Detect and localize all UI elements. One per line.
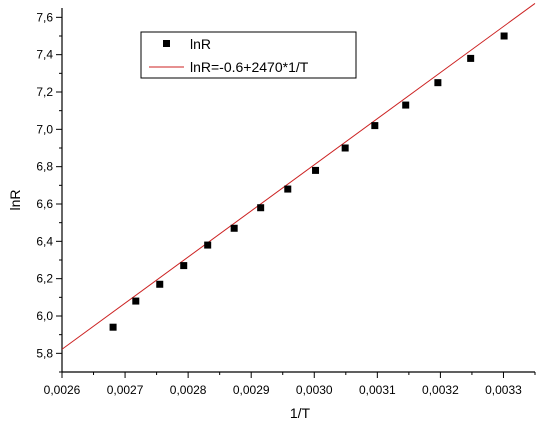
y-tick-label: 6,0 xyxy=(36,309,53,323)
points-layer xyxy=(109,32,508,331)
legend-marker-square xyxy=(163,40,170,47)
y-tick-label: 5,8 xyxy=(36,346,53,360)
x-tick-label: 0,0031 xyxy=(359,383,396,397)
y-tick-label: 7,6 xyxy=(36,10,53,24)
y-tick-label: 6,4 xyxy=(36,234,53,248)
y-tick-label: 7,4 xyxy=(36,48,53,62)
y-tick-label: 7,2 xyxy=(36,85,53,99)
data-point xyxy=(467,54,475,62)
x-axis: 0,0026 0,0027 0,0028 0,0029 0,0030 0,0031 0,00… xyxy=(44,372,536,397)
x-tick-label: 0,0032 xyxy=(422,383,459,397)
x-tick-label: 0,0028 xyxy=(170,383,207,397)
x-axis-title: 1/T xyxy=(290,405,311,421)
plot-frame xyxy=(61,8,535,373)
data-point xyxy=(434,79,442,87)
legend-label-fit: lnR=-0.6+2470*1/T xyxy=(190,59,309,75)
legend-label-points: lnR xyxy=(190,36,211,52)
data-point xyxy=(132,297,140,305)
data-point xyxy=(402,101,410,109)
data-point xyxy=(109,323,117,331)
y-axis: 5,8 6,0 6,2 6,4 6,6 6,8 7,0 7,2 7,4 7,6 xyxy=(36,10,62,373)
y-tick-label: 7,0 xyxy=(36,122,53,136)
data-point xyxy=(312,166,320,174)
data-point xyxy=(341,144,349,152)
y-axis-title: lnR xyxy=(7,189,23,210)
y-tick-label: 6,2 xyxy=(36,272,53,286)
data-point xyxy=(371,122,379,130)
x-tick-label: 0,0026 xyxy=(44,383,81,397)
legend: lnR lnR=-0.6+2470*1/T xyxy=(140,31,357,79)
x-tick-label: 0,0029 xyxy=(233,383,270,397)
data-point xyxy=(156,280,164,288)
data-point xyxy=(284,185,292,193)
data-point xyxy=(230,224,238,232)
fit-line-layer xyxy=(61,3,536,350)
data-point xyxy=(180,262,188,270)
x-tick-label: 0,0030 xyxy=(296,383,333,397)
legend-box xyxy=(140,31,357,79)
fit-line xyxy=(61,3,536,350)
y-tick-label: 6,8 xyxy=(36,160,53,174)
data-point xyxy=(500,32,508,40)
data-point xyxy=(204,241,212,249)
data-point xyxy=(257,204,265,212)
y-tick-label: 6,6 xyxy=(36,197,53,211)
x-tick-label: 0,0027 xyxy=(107,383,144,397)
x-tick-label: 0,0033 xyxy=(485,383,522,397)
